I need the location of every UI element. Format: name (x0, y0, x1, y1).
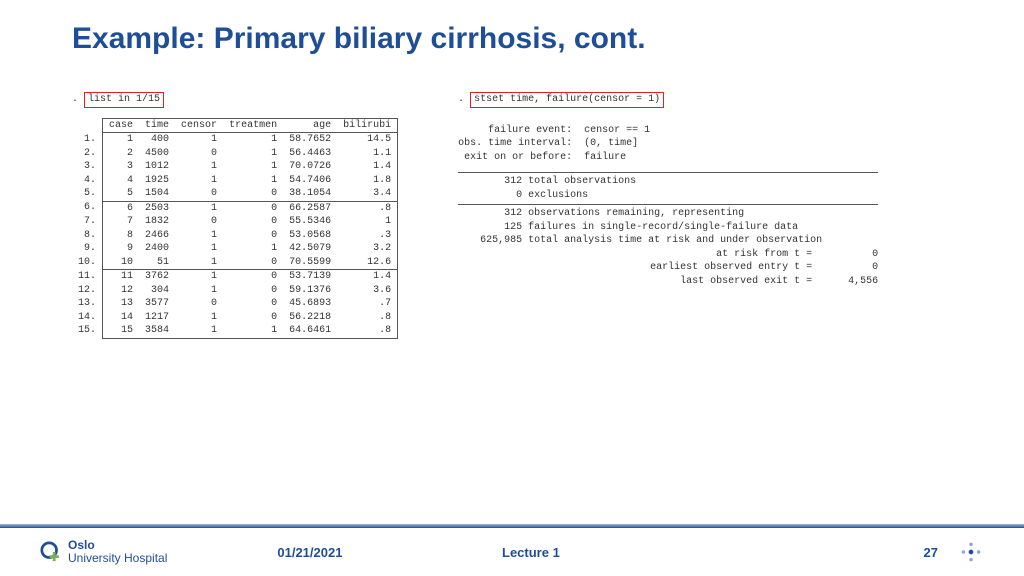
table-row: 1.14001158.765214.5 (72, 133, 398, 147)
stset-pre: failure event: censor == 1obs. time inte… (458, 124, 878, 165)
table-row: 12.123041059.13763.6 (72, 284, 398, 298)
footer: Oslo University Hospital 01/21/2021 Lect… (0, 528, 1024, 576)
left-column: . list in 1/15 casetimecensortreatmenage… (72, 92, 398, 576)
table-row: 4.419251154.74061.8 (72, 174, 398, 188)
slide: Example: Primary biliary cirrhosis, cont… (0, 0, 1024, 576)
footer-lecture: Lecture 1 (502, 545, 560, 560)
dots-icon (958, 539, 984, 565)
left-command-line: . list in 1/15 (72, 92, 398, 114)
footer-page: 27 (924, 545, 938, 560)
rule (458, 172, 878, 173)
left-command: list in 1/15 (84, 92, 164, 108)
right-command-line: . stset time, failure(censor = 1) (458, 92, 878, 114)
table-row: 9.924001142.50793.2 (72, 242, 398, 256)
org-name-2: University Hospital (68, 552, 167, 565)
hospital-logo-icon (40, 541, 62, 563)
table-row: 10.10511070.559912.6 (72, 256, 398, 270)
table-row: 6.625031066.2587.8 (72, 201, 398, 215)
rule (458, 204, 878, 205)
table-row: 5.515040038.10543.4 (72, 187, 398, 201)
table-row: 13.1335770045.6893.7 (72, 297, 398, 311)
data-table: casetimecensortreatmenagebilirubi1.14001… (72, 118, 398, 339)
stset-tail: at risk from t =0earliest observed entry… (458, 248, 878, 289)
right-command: stset time, failure(censor = 1) (470, 92, 664, 108)
table-row: 11.1137621053.71391.4 (72, 270, 398, 284)
slide-title: Example: Primary biliary cirrhosis, cont… (0, 0, 1024, 56)
table-row: 7.718320055.53461 (72, 215, 398, 229)
table-row: 8.824661053.0568.3 (72, 229, 398, 243)
right-column: . stset time, failure(censor = 1) failur… (458, 92, 878, 576)
table-row: 14.1412171056.2218.8 (72, 311, 398, 325)
content-area: . list in 1/15 casetimecensortreatmenage… (0, 56, 1024, 576)
table-row: 2.245000156.44631.1 (72, 147, 398, 161)
stset-block1: 312total observations0exclusions (458, 175, 878, 202)
stset-block2: 312observations remaining, representing1… (458, 207, 878, 248)
table-row: 3.310121170.07261.4 (72, 160, 398, 174)
table-row: 15.1535841164.6461.8 (72, 324, 398, 338)
org-logo: Oslo University Hospital (40, 539, 167, 564)
footer-date: 01/21/2021 (277, 545, 342, 560)
